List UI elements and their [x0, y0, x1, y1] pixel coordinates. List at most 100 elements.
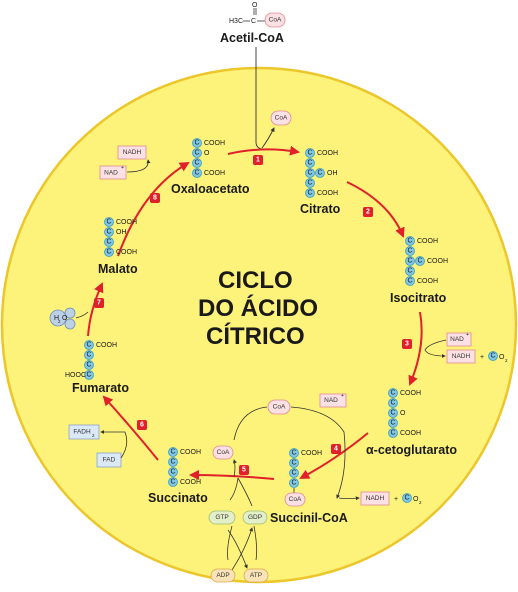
- water-molecule: H 2 O: [49, 307, 76, 330]
- suc-coa-c2: C: [291, 460, 296, 467]
- akg-cooh-2: COOH: [400, 430, 421, 437]
- step-badge-5: [239, 465, 249, 475]
- oxa-c2: C: [194, 150, 199, 157]
- succinate-molecule: C C C C COOH COOH: [168, 447, 201, 487]
- succinyl-coa-molecule: C C C C COOH CoA: [284, 448, 322, 507]
- akg-c5: C: [390, 430, 395, 437]
- iso-cooh-3: COOH: [417, 278, 438, 285]
- coa-in-label-step4: CoA: [273, 404, 286, 411]
- iso-c6: C: [417, 258, 422, 265]
- nad-arc-step8: [126, 159, 151, 173]
- suc-coa-c4: C: [291, 480, 296, 487]
- arrow-step-6: [102, 395, 159, 461]
- step-label-5: 5: [242, 467, 246, 474]
- plus-step3: +: [480, 354, 484, 361]
- succ-c1: C: [170, 449, 175, 456]
- fum-c3: C: [86, 362, 91, 369]
- water-sub: 2: [58, 319, 61, 324]
- oxaloacetate-molecule: C C C C COOH O COOH: [192, 138, 225, 178]
- mal-cooh-1: COOH: [116, 219, 137, 226]
- coa-released-label: CoA: [275, 115, 288, 122]
- cit-c1: C: [307, 150, 312, 157]
- iso-cooh-1: COOH: [417, 238, 438, 245]
- succinyl-coa-pill: [284, 492, 306, 507]
- nadh-label-step8: NADH: [123, 149, 142, 156]
- nad-plus-sup-step3: +: [466, 332, 469, 338]
- nadh-label-step4: NADH: [366, 495, 385, 502]
- succinate-label: Succinato: [148, 491, 208, 505]
- succ-cooh-1: COOH: [180, 449, 201, 456]
- cit-c2: C: [307, 160, 312, 167]
- mal-oh: OH: [116, 229, 127, 236]
- co2-o-step3: O: [499, 354, 505, 361]
- arrow-step-5: [189, 470, 275, 481]
- akg-c3: C: [390, 410, 395, 417]
- akg-c4: C: [390, 420, 395, 427]
- title-line-2: DO ÁCIDO: [198, 294, 318, 322]
- title-line-3: CÍTRICO: [206, 322, 305, 350]
- step-label-1: 1: [256, 157, 260, 164]
- cit-oh: OH: [327, 170, 338, 177]
- step-badge-6: [137, 420, 147, 430]
- water-arc-step7: [75, 311, 89, 319]
- arrow-step-4: [299, 432, 369, 479]
- oxa-o: O: [204, 150, 210, 157]
- alpha-ketoglutarate-label: α-cetoglutarato: [366, 443, 457, 457]
- fadh2-sub: 2: [92, 433, 95, 438]
- fum-hooc: HOOC: [65, 372, 86, 379]
- suc-coa-c3: C: [291, 470, 296, 477]
- oxa-cooh-bottom: COOH: [204, 170, 225, 177]
- fadh2-box: [68, 424, 100, 440]
- fad-label: FAD: [103, 457, 116, 464]
- water-h: H: [54, 315, 59, 322]
- citrate-label: Citrato: [300, 202, 341, 216]
- acetyl-h3c: H3C: [229, 18, 243, 25]
- title-line-1: CICLO: [218, 267, 293, 294]
- step-badge-2: [363, 207, 373, 217]
- gtp-label: GTP: [215, 514, 228, 521]
- nad-plus-box-step4: [319, 393, 347, 408]
- water-o: O: [62, 315, 68, 322]
- step-badge-7: [94, 298, 104, 308]
- fum-c1: C: [86, 342, 91, 349]
- malate-label: Malato: [98, 262, 138, 276]
- step-badge-8: [150, 193, 160, 203]
- co2-sub-step4: 2: [419, 500, 422, 505]
- oxaloacetate-label: Oxaloacetato: [171, 182, 250, 196]
- succ-c2: C: [170, 459, 175, 466]
- step-label-7: 7: [97, 300, 101, 307]
- step-badges: 1 2 3 4 5 6 7 8: [94, 155, 412, 475]
- akg-cooh-1: COOH: [400, 390, 421, 397]
- iso-c1: C: [407, 238, 412, 245]
- fad-arc-step6: [100, 430, 128, 459]
- adp-gdp-arrow: [231, 527, 253, 571]
- atp-label: ATP: [250, 572, 262, 579]
- gdp-label: GDP: [248, 514, 262, 521]
- iso-c2: C: [407, 248, 412, 255]
- nadh-connector-step4: [338, 496, 360, 501]
- fad-box: [96, 452, 122, 468]
- cit-c5: C: [307, 190, 312, 197]
- suc-coa-c1: C: [291, 450, 296, 457]
- mal-c3: C: [106, 239, 111, 246]
- gdp-pill: [242, 510, 268, 525]
- arrow-step-8: [117, 161, 190, 257]
- mal-c4: C: [106, 249, 111, 256]
- malate-molecule: C C C C COOH OH COOH: [104, 217, 137, 257]
- gtp-atp-arrow: [227, 529, 248, 569]
- suc-coa-cooh: COOH: [301, 450, 322, 457]
- step-badge-1: [253, 155, 263, 165]
- co2-c-step4: C: [404, 495, 409, 502]
- isocitrate-molecule: C C C C C C COOH COOH COOH: [405, 236, 448, 286]
- mal-cooh-2: COOH: [116, 249, 137, 256]
- acetyl-oxygen: O: [252, 2, 258, 9]
- step-label-2: 2: [366, 209, 370, 216]
- nad-arc-step3: [424, 339, 447, 358]
- coa-loop-step4: [233, 406, 268, 441]
- fum-c4: C: [86, 372, 91, 379]
- co2-c-step3: C: [490, 353, 495, 360]
- acetyl-coa-pill: [264, 12, 286, 28]
- coa-in-pill-step4: [267, 399, 291, 415]
- coa-release-arrow: [261, 127, 275, 149]
